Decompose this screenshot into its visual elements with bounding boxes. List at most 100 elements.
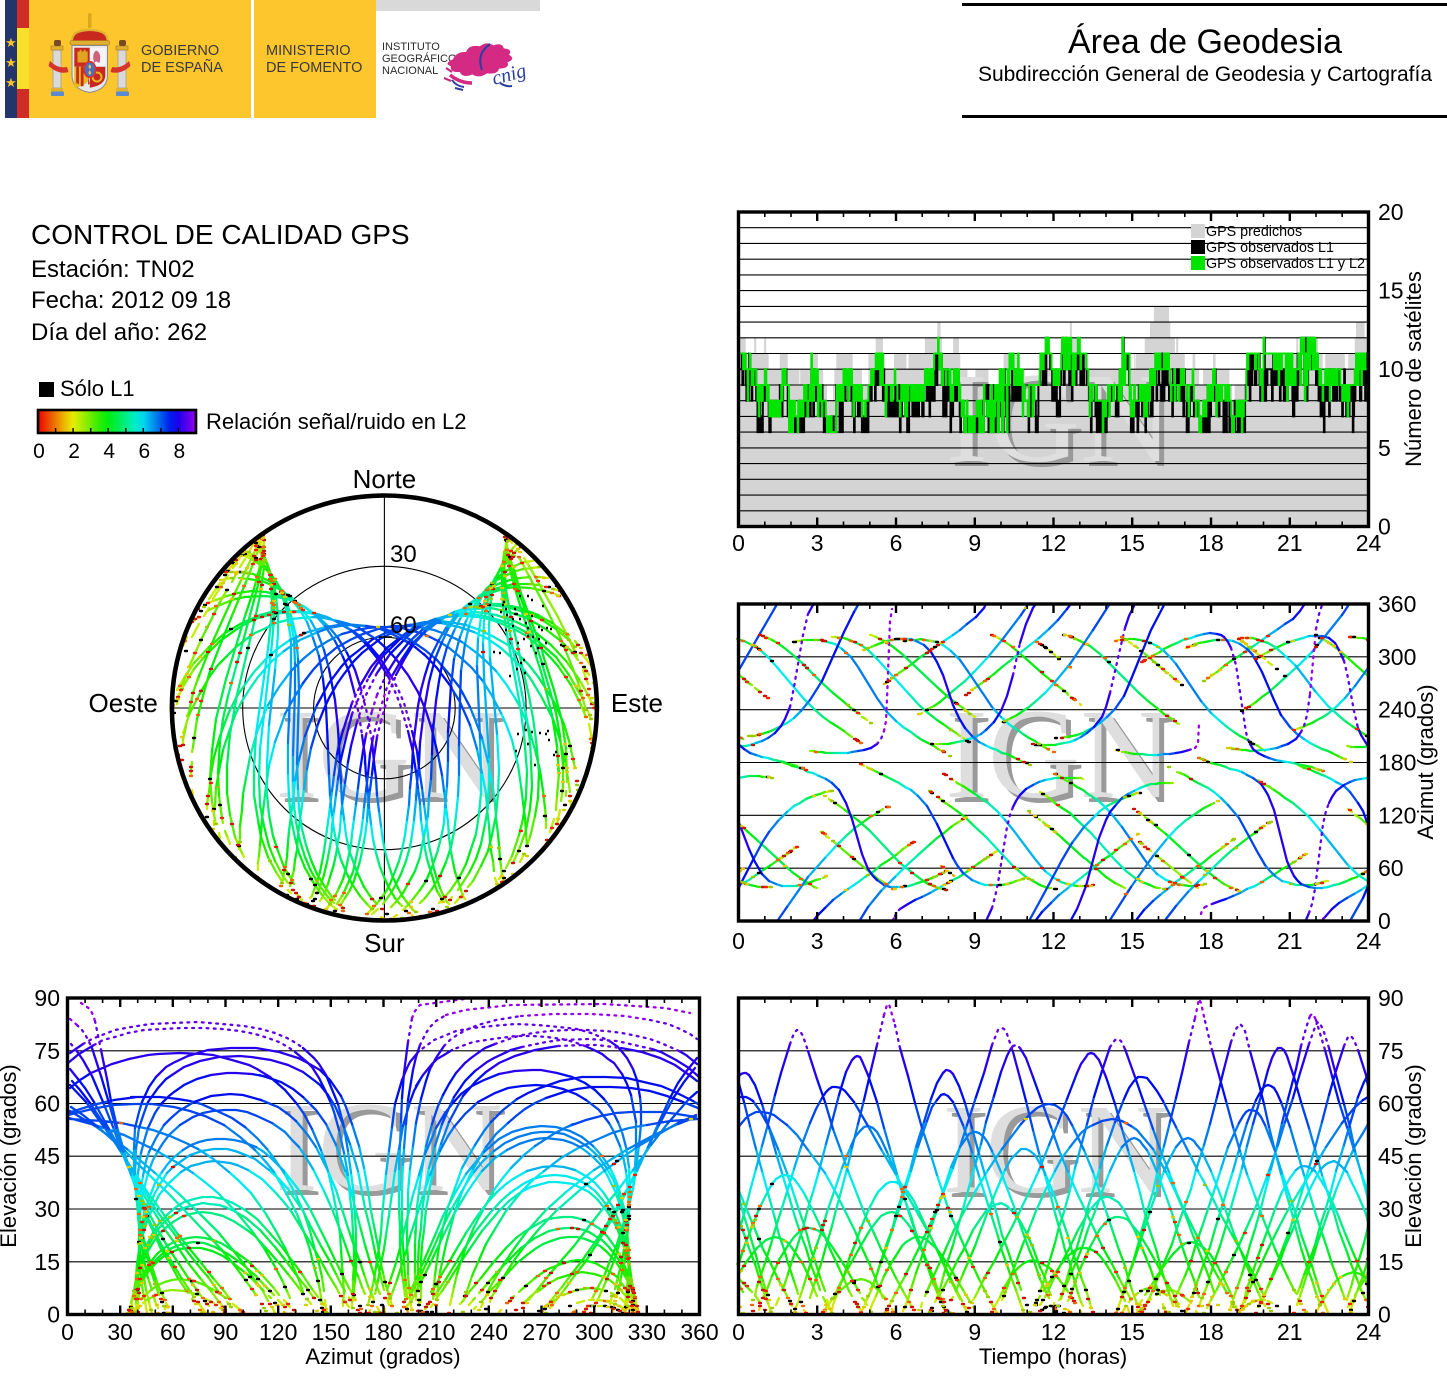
svg-text:6: 6 <box>890 928 903 954</box>
svg-text:120: 120 <box>1378 802 1416 828</box>
svg-text:10: 10 <box>1378 356 1404 382</box>
svg-text:9: 9 <box>968 1319 981 1345</box>
svg-text:15: 15 <box>1119 1319 1145 1345</box>
svg-text:15: 15 <box>1119 530 1145 556</box>
svg-text:0: 0 <box>1378 908 1391 934</box>
svg-text:75: 75 <box>34 1038 60 1064</box>
svg-text:Norte: Norte <box>353 464 417 494</box>
svg-text:300: 300 <box>575 1319 613 1345</box>
svg-text:Día del año: 262: Día del año: 262 <box>31 319 207 346</box>
svg-text:240: 240 <box>470 1319 508 1345</box>
svg-text:6: 6 <box>138 440 150 463</box>
svg-text:Azimut (grados): Azimut (grados) <box>1413 684 1438 839</box>
svg-text:12: 12 <box>1041 1319 1067 1345</box>
svg-text:24: 24 <box>1356 1319 1382 1345</box>
svg-text:9: 9 <box>968 530 981 556</box>
svg-text:GPS observados L1 y L2: GPS observados L1 y L2 <box>1206 256 1365 272</box>
svg-text:90: 90 <box>1378 985 1404 1011</box>
svg-text:30: 30 <box>34 1196 60 1222</box>
svg-text:120: 120 <box>259 1319 297 1345</box>
svg-text:Subdirección General de Geodes: Subdirección General de Geodesia y Carto… <box>978 63 1432 86</box>
svg-text:270: 270 <box>522 1319 560 1345</box>
svg-text:45: 45 <box>1378 1143 1404 1169</box>
svg-text:90: 90 <box>34 985 60 1011</box>
svg-text:30: 30 <box>390 541 417 568</box>
svg-text:21: 21 <box>1277 1319 1303 1345</box>
svg-text:21: 21 <box>1277 928 1303 954</box>
svg-text:180: 180 <box>1378 750 1416 776</box>
svg-text:INSTITUTO: INSTITUTO <box>382 41 440 53</box>
svg-text:Fecha: 2012 09 18: Fecha: 2012 09 18 <box>31 287 231 314</box>
svg-text:GEOGRÁFICO: GEOGRÁFICO <box>382 52 457 65</box>
svg-text:20: 20 <box>1378 199 1404 225</box>
svg-text:24: 24 <box>1356 928 1382 954</box>
svg-text:15: 15 <box>34 1249 60 1275</box>
svg-text:15: 15 <box>1378 1249 1404 1275</box>
svg-text:Sólo L1: Sólo L1 <box>60 376 135 401</box>
svg-text:90: 90 <box>213 1319 239 1345</box>
svg-text:2: 2 <box>68 440 80 463</box>
svg-text:8: 8 <box>174 440 186 463</box>
svg-text:Relación señal/ruido en L2: Relación señal/ruido en L2 <box>206 409 467 434</box>
svg-text:180: 180 <box>364 1319 402 1345</box>
svg-text:Elevación (grados): Elevación (grados) <box>0 1064 21 1247</box>
svg-text:15: 15 <box>1119 928 1145 954</box>
svg-text:4: 4 <box>103 440 115 463</box>
svg-text:75: 75 <box>1378 1038 1404 1064</box>
svg-text:★: ★ <box>5 75 17 90</box>
svg-text:360: 360 <box>1378 591 1416 617</box>
svg-text:240: 240 <box>1378 697 1416 723</box>
svg-text:GOBIERNO: GOBIERNO <box>141 43 219 59</box>
svg-text:Tiempo (horas): Tiempo (horas) <box>979 1344 1127 1369</box>
svg-text:60: 60 <box>1378 855 1404 881</box>
svg-text:Sur: Sur <box>364 928 405 958</box>
svg-text:NACIONAL: NACIONAL <box>382 65 438 77</box>
svg-text:30: 30 <box>1378 1196 1404 1222</box>
svg-text:IGN: IGN <box>950 688 1178 830</box>
svg-text:0: 0 <box>732 928 745 954</box>
svg-text:★: ★ <box>5 35 17 50</box>
svg-text:30: 30 <box>107 1319 133 1345</box>
svg-text:210: 210 <box>417 1319 455 1345</box>
svg-text:24: 24 <box>1356 530 1382 556</box>
svg-text:Oeste: Oeste <box>89 688 158 718</box>
svg-text:0: 0 <box>732 1319 745 1345</box>
svg-text:60: 60 <box>34 1091 60 1117</box>
svg-text:12: 12 <box>1041 530 1067 556</box>
svg-text:6: 6 <box>890 530 903 556</box>
svg-text:GPS predichos: GPS predichos <box>1206 224 1302 240</box>
svg-text:Estación: TN02: Estación: TN02 <box>31 256 195 283</box>
svg-text:60: 60 <box>390 612 417 639</box>
svg-text:0: 0 <box>732 530 745 556</box>
svg-text:Número de satélites: Número de satélites <box>1401 271 1426 467</box>
svg-text:12: 12 <box>1041 928 1067 954</box>
svg-text:9: 9 <box>968 928 981 954</box>
svg-text:DE FOMENTO: DE FOMENTO <box>266 60 362 76</box>
svg-text:150: 150 <box>312 1319 350 1345</box>
svg-text:21: 21 <box>1277 530 1303 556</box>
svg-text:360: 360 <box>680 1319 718 1345</box>
svg-text:15: 15 <box>1378 278 1404 304</box>
svg-text:3: 3 <box>811 530 824 556</box>
svg-text:Área de Geodesia: Área de Geodesia <box>1068 23 1342 61</box>
svg-text:5: 5 <box>1378 435 1391 461</box>
svg-text:0: 0 <box>61 1319 74 1345</box>
svg-text:3: 3 <box>811 1319 824 1345</box>
svg-text:0: 0 <box>1378 1302 1391 1328</box>
svg-text:DE ESPAÑA: DE ESPAÑA <box>141 59 223 76</box>
svg-text:45: 45 <box>34 1143 60 1169</box>
svg-text:18: 18 <box>1198 530 1224 556</box>
svg-text:60: 60 <box>1378 1091 1404 1117</box>
svg-text:IGN: IGN <box>280 688 508 830</box>
svg-text:60: 60 <box>160 1319 186 1345</box>
svg-text:Azimut (grados): Azimut (grados) <box>305 1344 460 1369</box>
svg-text:GPS observados L1: GPS observados L1 <box>1206 240 1334 256</box>
svg-text:18: 18 <box>1198 928 1224 954</box>
svg-text:6: 6 <box>890 1319 903 1345</box>
svg-text:★: ★ <box>5 55 17 70</box>
svg-text:3: 3 <box>811 928 824 954</box>
svg-text:0: 0 <box>47 1302 60 1328</box>
svg-text:Este: Este <box>611 688 663 718</box>
svg-text:330: 330 <box>628 1319 666 1345</box>
svg-text:300: 300 <box>1378 644 1416 670</box>
